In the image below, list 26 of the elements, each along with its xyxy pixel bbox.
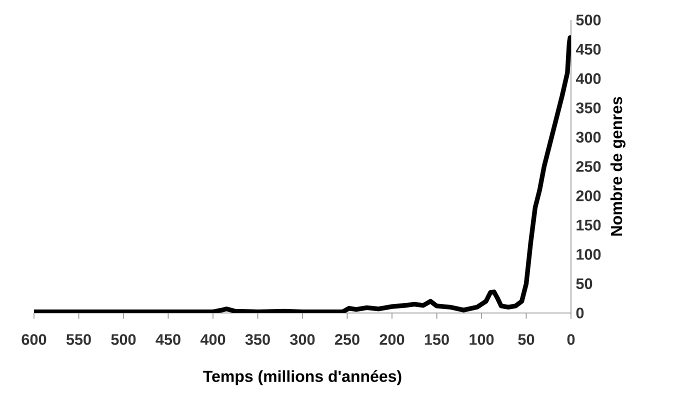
y-tick-label: 350 — [576, 102, 601, 114]
y-tick-label: 400 — [576, 73, 601, 84]
y-tick-label: 250 — [576, 161, 601, 172]
x-tick-label: 500 — [111, 334, 136, 345]
x-tick-label: 100 — [470, 334, 494, 345]
y-tick-label: 300 — [576, 132, 601, 143]
x-tick-label: 550 — [66, 334, 91, 345]
y-tick-label: 0 — [576, 308, 584, 318]
y-tick-label: 150 — [576, 220, 601, 231]
x-tick-label: 600 — [22, 334, 46, 345]
y-axis-title: Nombre de genres — [610, 96, 626, 236]
y-tick-label: 500 — [576, 14, 601, 26]
y-tick-label: 50 — [576, 278, 592, 290]
x-tick-label: 250 — [334, 334, 360, 345]
y-tick-label: 200 — [576, 190, 601, 202]
x-tick-label: 300 — [290, 334, 315, 345]
x-tick-label: 450 — [156, 334, 180, 345]
x-tick-label: 400 — [200, 334, 226, 345]
x-tick-label: 150 — [424, 334, 449, 345]
x-tick-label: 50 — [518, 334, 534, 345]
x-axis-title: Temps (millions d'années) — [203, 370, 402, 386]
y-tick-label: 100 — [576, 248, 601, 260]
x-tick-label: 350 — [245, 334, 270, 345]
x-tick-label: 0 — [567, 334, 575, 345]
x-tick-label: 200 — [380, 334, 404, 345]
y-tick-label: 450 — [576, 44, 601, 55]
